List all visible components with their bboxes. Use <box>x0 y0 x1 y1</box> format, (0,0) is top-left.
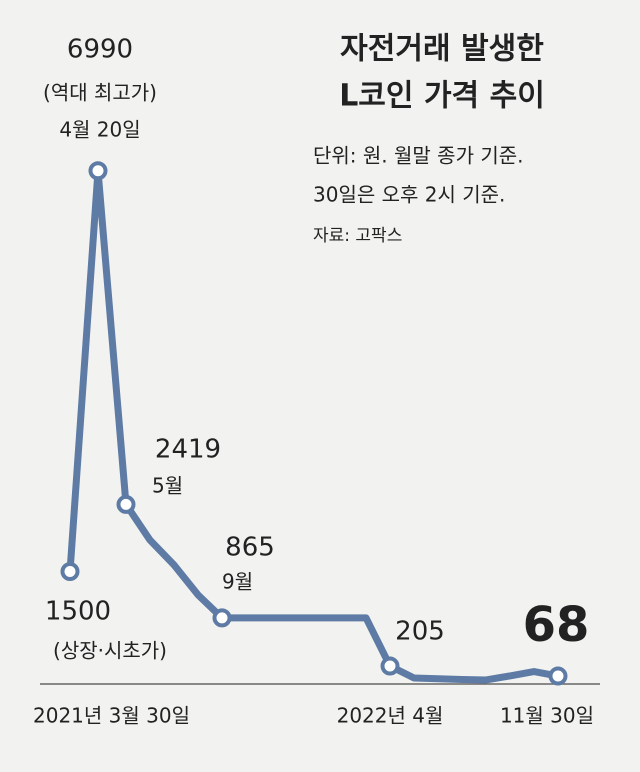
data-label: 6990 <box>67 35 133 65</box>
x-tick-label: 11월 30일 <box>500 704 594 728</box>
x-tick-label: 2021년 3월 30일 <box>33 704 190 728</box>
data-label: 68 <box>523 597 590 653</box>
data-label: 205 <box>395 617 445 647</box>
title-line: 자전거래 발생한 <box>340 32 544 67</box>
note: 30일은 오후 2시 기준. <box>313 183 505 207</box>
data-label: 1500 <box>45 597 111 627</box>
data-label: 2419 <box>155 435 221 465</box>
point-marker <box>212 608 232 628</box>
x-tick-label: 2022년 4월 <box>337 704 444 728</box>
point-note: (역대 최고가) <box>43 81 157 105</box>
point-marker <box>88 161 108 181</box>
point-note: (상장·시초가) <box>53 639 167 663</box>
point-marker <box>116 494 136 514</box>
point-marker <box>380 656 400 676</box>
point-marker <box>60 562 80 581</box>
data-label: 865 <box>225 533 275 563</box>
line <box>66 167 559 684</box>
title-line: L코인 가격 추이 <box>339 79 545 114</box>
point-note: 9월 <box>222 570 253 594</box>
point-marker <box>548 666 568 686</box>
point-note: 4월 20일 <box>59 118 140 142</box>
source: 자료: 고팍스 <box>313 226 402 246</box>
point-note: 5월 <box>152 474 183 498</box>
note: 단위: 원. 월말 종가 기준. <box>313 144 523 168</box>
